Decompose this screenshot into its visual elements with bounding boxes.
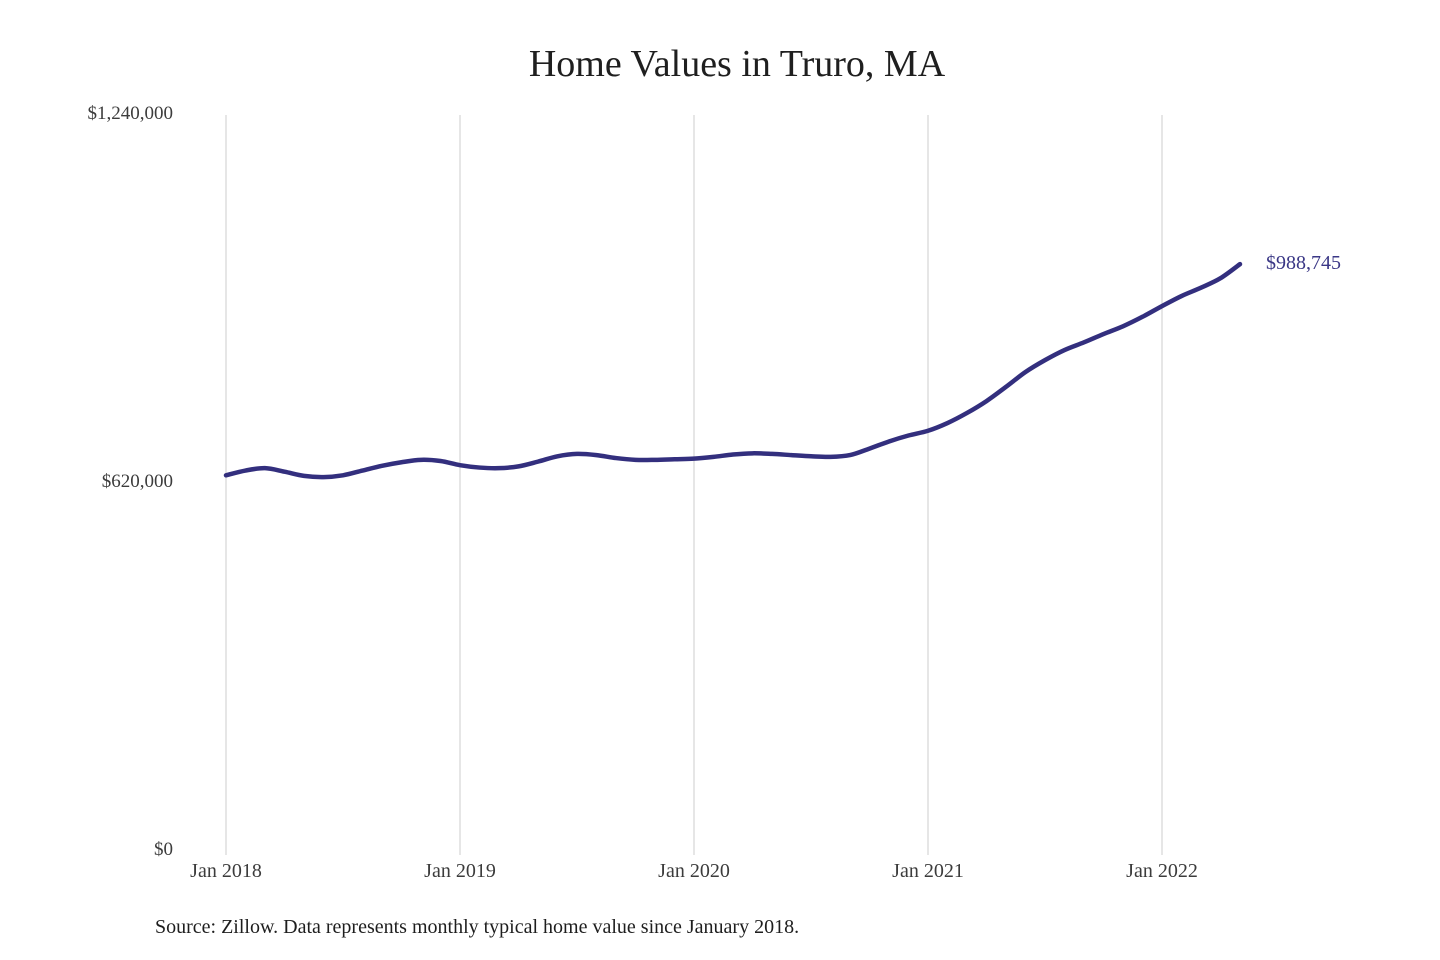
x-tick-label: Jan 2018 [190,860,262,882]
source-note: Source: Zillow. Data represents monthly … [155,916,800,938]
x-tick-label: Jan 2020 [658,860,730,882]
home-value-line [223,261,1243,480]
y-tick-label: $1,240,000 [87,103,174,124]
series-end-value-label: $988,745 [1266,252,1341,275]
x-tick-label: Jan 2019 [424,860,496,882]
x-tick-label: Jan 2021 [892,860,964,882]
y-tick-label: $620,000 [101,471,173,492]
chart-title: Home Values in Truro, MA [528,43,946,85]
y-tick-label: $0 [154,839,173,860]
x-tick-label: Jan 2022 [1126,860,1198,882]
